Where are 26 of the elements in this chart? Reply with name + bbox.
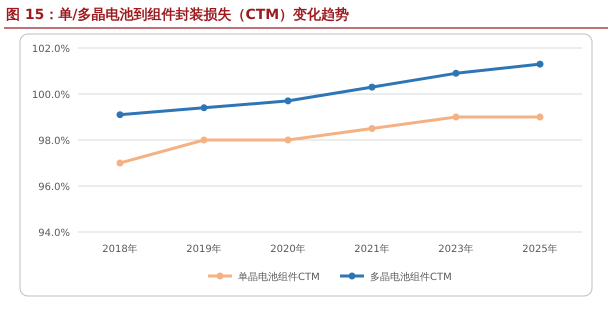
- chart-title: 图 15：单/多晶电池到组件封装损失（CTM）变化趋势: [6, 6, 350, 23]
- point: [452, 114, 460, 120]
- point: [284, 97, 292, 104]
- point: [200, 104, 208, 112]
- point: [284, 136, 292, 144]
- x-tick-label: 2020年: [270, 243, 306, 255]
- x-tick-label: 2021年: [354, 243, 390, 255]
- y-tick-label: 96.0%: [38, 182, 70, 193]
- point: [116, 160, 124, 166]
- legend-label: 多晶电池组件CTM: [370, 271, 452, 283]
- x-tick-label: 2025年: [522, 243, 558, 255]
- y-tick-label: 102.0%: [32, 44, 70, 55]
- point: [536, 60, 544, 68]
- point: [536, 114, 544, 120]
- point: [368, 125, 376, 132]
- y-tick-label: 98.0%: [38, 136, 70, 147]
- y-tick-label: 100.0%: [32, 90, 70, 101]
- point: [452, 70, 460, 77]
- y-tick-label: 94.0%: [38, 228, 70, 239]
- x-tick-label: 2023年: [438, 243, 474, 255]
- point: [116, 111, 124, 118]
- point: [200, 136, 208, 144]
- x-tick-label: 2019年: [186, 243, 222, 255]
- point: [368, 84, 376, 91]
- x-tick-label: 2018年: [102, 243, 138, 255]
- legend-label: 单晶电池组件CTM: [238, 271, 320, 283]
